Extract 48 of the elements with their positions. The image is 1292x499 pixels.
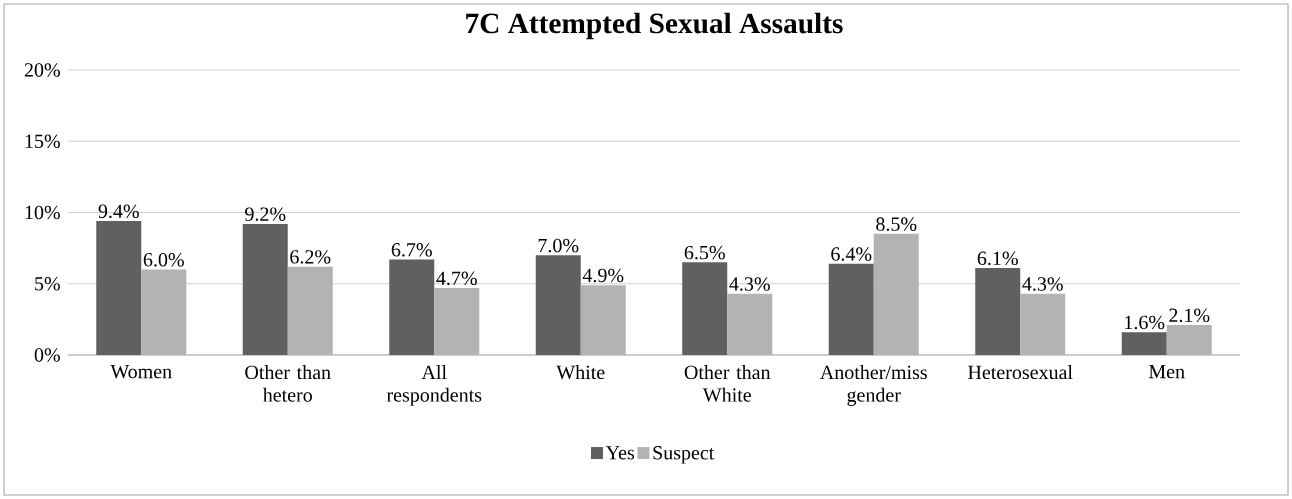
x-tick-label: White	[556, 365, 605, 380]
bar	[873, 233, 919, 355]
y-tick-label: 20%	[24, 63, 60, 77]
bar	[141, 269, 187, 355]
data-label: 6.7%	[391, 243, 432, 257]
x-tick-label: Heterosexual	[968, 365, 1073, 380]
data-label: 6.4%	[831, 247, 872, 261]
legend-label: Suspect	[653, 446, 715, 464]
data-label: 7.0%	[538, 238, 579, 253]
bar	[682, 262, 728, 355]
x-tick-label: Other than hetero	[245, 365, 331, 402]
x-tick-label: All respondents	[386, 365, 482, 406]
bar	[96, 221, 142, 355]
data-label: 9.4%	[98, 204, 139, 219]
x-tick-label: Other than White	[684, 365, 771, 402]
bar	[287, 266, 333, 355]
bar	[389, 259, 435, 355]
legend-label: Yes	[605, 446, 635, 460]
bar	[535, 255, 581, 355]
x-tick-label: Men	[1148, 365, 1185, 379]
bar	[975, 268, 1021, 355]
y-tick-label: 0%	[34, 348, 60, 362]
bar	[727, 293, 773, 355]
bar	[434, 288, 480, 355]
data-label: 6.5%	[684, 245, 725, 260]
bar	[1121, 332, 1167, 355]
data-label: 4.3%	[1022, 277, 1063, 291]
data-label: 4.9%	[582, 268, 624, 283]
bar	[1166, 325, 1212, 355]
bar	[828, 263, 874, 355]
data-label: 4.7%	[436, 271, 477, 286]
x-tick-label: Another/miss gender	[820, 365, 927, 406]
chart-title: 7C Attempted Sexual Assaults	[466, 12, 843, 40]
data-label: 1.6%	[1125, 315, 1165, 330]
bar	[1020, 293, 1066, 355]
data-label: 6.0%	[143, 252, 184, 267]
data-label: 4.3%	[729, 277, 770, 291]
y-tick-label: 5%	[35, 276, 60, 291]
bar	[580, 285, 626, 355]
data-label: 6.1%	[977, 251, 1018, 266]
data-label: 9.2%	[245, 207, 286, 221]
data-label: 6.2%	[290, 250, 331, 264]
x-tick-label: Women	[110, 365, 172, 379]
data-label: 8.5%	[876, 217, 917, 231]
y-tick-label: 10%	[25, 205, 60, 220]
y-tick-label: 15%	[25, 134, 60, 149]
bar	[242, 223, 288, 355]
data-label: 2.1%	[1169, 308, 1210, 323]
